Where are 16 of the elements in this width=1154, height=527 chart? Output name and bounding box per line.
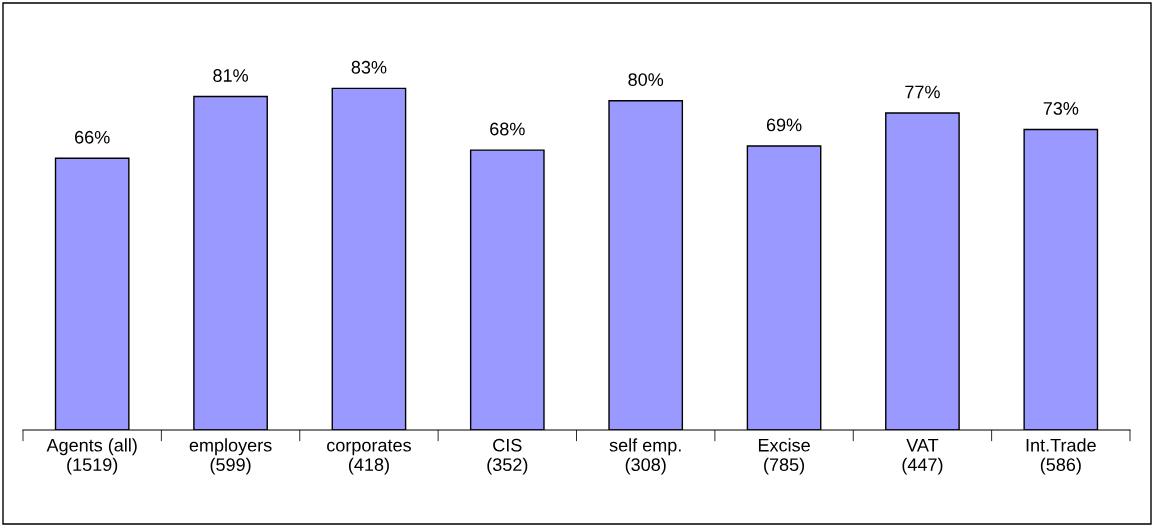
data-label: 81% [213,69,248,82]
x-tick-label: Int.Trade (586) [1026,438,1096,475]
x-tick-label: corporates (418) [327,439,411,475]
x-tick-label: self emp. (308) [609,438,681,475]
data-label: 73% [1043,102,1079,115]
data-label: 77% [905,85,940,99]
x-tick-label: VAT (447) [902,439,943,475]
x-tick-label: CIS (352) [487,438,528,475]
data-label: 69% [766,118,802,132]
data-label: 80% [628,73,664,86]
data-label: 83% [351,60,387,74]
data-label: 68% [490,122,525,136]
x-tick-label: Excise (785) [758,438,810,475]
x-tick-label: employers (599) [189,438,272,475]
data-label: 66% [75,130,110,144]
x-tick-label: Agents (all) (1519) [46,438,137,475]
